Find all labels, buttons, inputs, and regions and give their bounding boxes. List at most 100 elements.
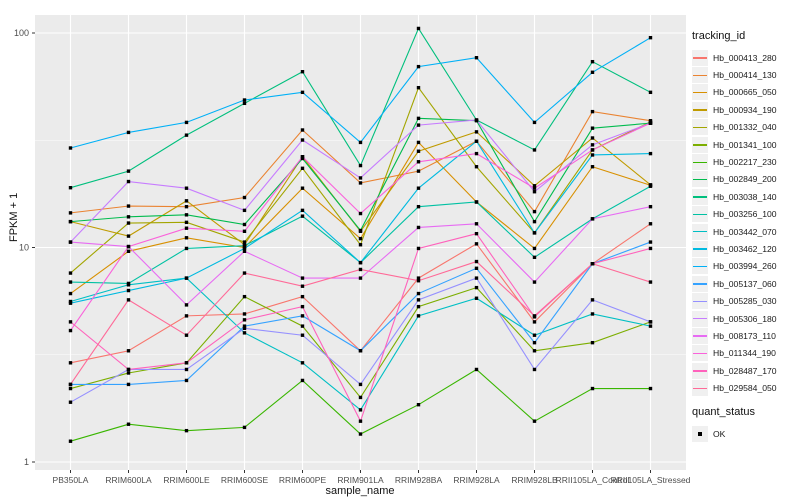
- data-point: [242, 243, 247, 248]
- data-point: [126, 215, 131, 219]
- legend-item-Hb_028487_170: Hb_028487_170: [692, 362, 798, 379]
- legend-title-tracking-id: tracking_id: [692, 30, 746, 42]
- legend-item-label: Hb_003994_260: [713, 261, 777, 272]
- data-point: [68, 271, 73, 275]
- data-point: [358, 276, 363, 280]
- legend-key-swatch: [692, 293, 708, 310]
- legend-item-label: Hb_029584_050: [713, 383, 777, 394]
- legend-item-label: Hb_003462_120: [713, 243, 777, 254]
- data-point: [126, 204, 131, 208]
- legend-item-Hb_002217_230: Hb_002217_230: [692, 153, 798, 171]
- legend-item-Hb_003038_140: Hb_003038_140: [692, 188, 798, 205]
- legend-key-swatch: [692, 154, 708, 171]
- data-point: [126, 288, 131, 293]
- x-tick-label: RRIM901LA: [337, 475, 384, 485]
- legend: tracking_id Hb_000413_280 Hb_000414_130 Hb…: [692, 30, 798, 442]
- legend-item-label: Hb_002217_230: [713, 157, 777, 168]
- data-point: [242, 195, 247, 200]
- data-point: [648, 222, 653, 226]
- data-point: [126, 221, 131, 225]
- data-point: [590, 136, 595, 140]
- data-point: [184, 226, 189, 230]
- data-point: [126, 422, 131, 426]
- data-point: [532, 148, 537, 152]
- legend-item-Hb_001332_040: Hb_001332_040: [692, 119, 798, 136]
- legend-key-swatch: [692, 327, 708, 344]
- data-point: [300, 314, 305, 318]
- data-point: [416, 314, 421, 318]
- data-point: [532, 280, 537, 284]
- data-point: [68, 301, 73, 305]
- legend-item-label: Hb_002849_200: [713, 174, 777, 185]
- data-point: [648, 386, 653, 391]
- data-point: [242, 324, 247, 328]
- data-point: [300, 214, 305, 218]
- legend-item-label: Hb_003256_100: [713, 209, 777, 220]
- legend-item-Hb_000934_190: Hb_000934_190: [692, 101, 798, 118]
- data-point: [648, 324, 653, 328]
- legend-item-Hb_005137_060: Hb_005137_060: [692, 275, 798, 292]
- quant-status-block: quant_status OK: [692, 406, 798, 442]
- data-point: [590, 298, 595, 302]
- legend-item-Hb_000665_050: Hb_000665_050: [692, 84, 798, 101]
- data-point: [68, 400, 73, 404]
- data-point: [358, 419, 363, 423]
- data-point: [590, 143, 595, 147]
- legend-item-label: Hb_000665_050: [713, 87, 777, 98]
- data-point: [184, 428, 189, 433]
- data-point: [242, 240, 247, 244]
- data-point: [648, 90, 653, 95]
- data-point: [184, 367, 189, 372]
- data-point: [358, 408, 363, 412]
- data-point: [242, 222, 247, 227]
- legend-item-label: Hb_028487_170: [713, 365, 777, 376]
- data-point: [648, 320, 653, 324]
- data-point: [532, 419, 537, 423]
- legend-key-swatch: [692, 119, 708, 136]
- legend-key-swatch: [692, 258, 708, 275]
- legend-key-swatch: [692, 67, 708, 84]
- data-point: [68, 211, 73, 215]
- data-point: [242, 246, 247, 251]
- data-point: [184, 236, 189, 240]
- data-point: [358, 243, 363, 247]
- data-point: [242, 249, 247, 254]
- data-point: [242, 331, 247, 335]
- legend-item-Hb_011344_190: Hb_011344_190: [692, 345, 798, 362]
- data-point: [416, 123, 421, 127]
- data-point: [300, 304, 305, 309]
- x-tick-label: RRIM600PE: [279, 475, 327, 485]
- legend-item-Hb_002849_200: Hb_002849_200: [692, 171, 798, 188]
- data-point: [184, 186, 189, 190]
- legend-item-label: Hb_000413_280: [713, 52, 777, 63]
- legend-item-Hb_005306_180: Hb_005306_180: [692, 310, 798, 327]
- legend-item-label: Hb_011344_190: [713, 348, 776, 359]
- data-point: [474, 242, 479, 246]
- x-axis-title: sample_name: [325, 485, 395, 497]
- data-point: [242, 229, 247, 233]
- data-point: [126, 349, 131, 353]
- legend-item-Hb_008173_110: Hb_008173_110: [692, 327, 798, 344]
- legend-item-Hb_003256_100: Hb_003256_100: [692, 206, 798, 223]
- y-axis-title: FPKM + 1: [8, 192, 20, 242]
- data-point: [474, 151, 479, 156]
- data-point: [68, 320, 73, 324]
- data-point: [474, 296, 479, 300]
- data-point: [648, 240, 653, 244]
- y-tick-label: 1: [24, 457, 29, 467]
- data-point: [648, 151, 653, 156]
- data-point: [532, 255, 537, 260]
- x-tick-label: RRIM928LA: [453, 475, 500, 485]
- data-point: [532, 246, 537, 251]
- legend-item-label: Hb_001332_040: [713, 122, 777, 133]
- data-point: [126, 367, 131, 372]
- data-point: [532, 340, 537, 345]
- data-point: [590, 312, 595, 316]
- legend-key-swatch: [692, 84, 708, 101]
- data-point: [300, 276, 305, 280]
- data-point: [358, 163, 363, 168]
- data-point: [242, 98, 247, 102]
- data-point: [532, 219, 537, 224]
- ok-square-icon: [692, 425, 708, 442]
